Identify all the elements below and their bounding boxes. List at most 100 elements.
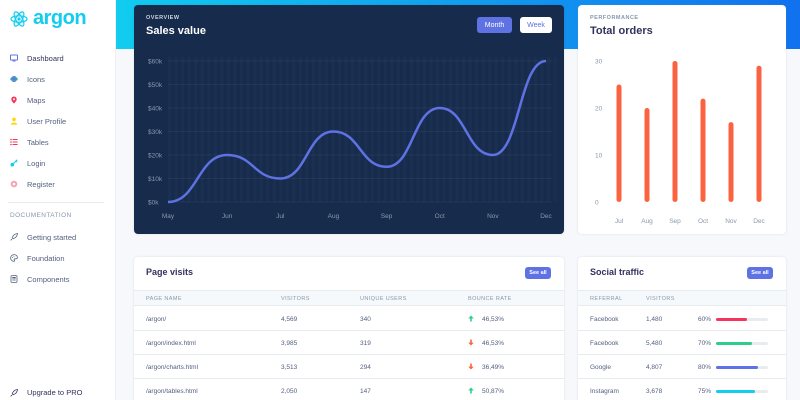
sidebar-item-getting-started[interactable]: Getting started (10, 229, 76, 245)
orders-bar-chart: 0 10 20 30 Jul Aug Sep Oct Nov Dec (595, 59, 766, 226)
sales-series-line (167, 59, 547, 204)
chart-stripe (475, 57, 478, 202)
tab-week[interactable]: Week (520, 17, 552, 33)
chart-stripe (292, 57, 295, 202)
x-tick-label: Aug (328, 213, 340, 220)
arrow-up-icon (468, 387, 474, 394)
planet-icon (10, 76, 18, 82)
sidebar-item-user-profile[interactable]: User Profile (10, 113, 66, 129)
column-header: UNIQUE USERS (360, 296, 407, 302)
x-tick-label: Sep (669, 218, 681, 225)
chart-stripe (188, 57, 191, 202)
table-row: /argon/4,569 340 46,53% (134, 307, 564, 331)
sidebar-item-label: Tables (27, 137, 49, 147)
sidebar-item-label: Register (27, 179, 55, 189)
sales-value-card: OVERVIEW Sales value Month Week $0k $10k $… (134, 5, 564, 234)
chart-stripe (553, 57, 556, 202)
progress-fill (716, 342, 753, 345)
chart-stripe (279, 57, 282, 202)
chart-stripe (325, 57, 328, 202)
column-header: BOUNCE RATE (468, 296, 512, 302)
order-bar (672, 61, 678, 202)
sidebar-item-label: Icons (27, 74, 45, 84)
sidebar-item-components[interactable]: Components (10, 271, 70, 287)
progress-bar (716, 390, 768, 393)
social-traffic-title: Social traffic (590, 267, 645, 277)
bounce-rate-cell: 46,53% (482, 316, 505, 323)
bounce-rate-cell: 50,87% (482, 388, 505, 395)
y-tick-label: 10 (595, 153, 603, 160)
y-tick-label: $0k (148, 200, 159, 207)
table-row: /argon/index.html 3,985 319 46,53% (134, 331, 564, 355)
page-name-cell: /argon/tables.html (146, 388, 198, 395)
chart-stripe (547, 57, 550, 202)
social-see-all-button[interactable]: See all (747, 267, 773, 279)
page-visits-see-all-button[interactable]: See all (525, 267, 551, 279)
sidebar-item-tables[interactable]: Tables (10, 134, 49, 150)
chart-stripe (305, 57, 308, 202)
y-tick-label: $60k (148, 59, 163, 66)
y-tick-label: 20 (595, 106, 603, 113)
sidebar-item-label: Dashboard (27, 53, 64, 63)
x-tick-label: Jul (276, 213, 285, 220)
x-tick-label: Nov (725, 218, 737, 225)
chart-stripe (318, 57, 321, 202)
x-tick-label: Oct (698, 218, 708, 225)
chart-stripe (371, 57, 374, 202)
sidebar-item-login[interactable]: Login (10, 155, 45, 171)
visitors-cell: 2,050 (281, 388, 298, 395)
x-tick-label: Dec (540, 213, 552, 220)
percent-cell: 75% (698, 388, 712, 395)
circle-icon (10, 180, 18, 188)
visitors-cell: 4,569 (281, 316, 298, 323)
chart-stripe (514, 57, 517, 202)
chart-stripe (220, 57, 223, 202)
sidebar-item-icons[interactable]: Icons (10, 71, 45, 87)
progress-fill (716, 390, 755, 393)
spaceship-icon (10, 388, 18, 397)
page-visits-title: Page visits (146, 267, 194, 277)
column-header: VISITORS (646, 296, 675, 302)
chart-stripe (233, 57, 236, 202)
chart-stripe (240, 57, 243, 202)
chart-stripe (175, 57, 178, 202)
table-row: /argon/charts.html 3,513 294 36,49% (134, 355, 564, 379)
progress-bar (716, 318, 768, 321)
chart-stripe (410, 57, 413, 202)
user-icon (10, 117, 18, 125)
bullet-list-icon (10, 138, 18, 146)
progress-fill (716, 366, 758, 369)
chart-stripe (181, 57, 184, 202)
column-header: VISITORS (281, 296, 310, 302)
y-tick-label: $10k (148, 176, 163, 183)
chart-stripe (384, 57, 387, 202)
y-tick-label: 30 (595, 59, 603, 66)
chart-stripe (442, 57, 445, 202)
chart-stripe (436, 57, 439, 202)
tab-month[interactable]: Month (477, 17, 512, 33)
sidebar-item-dashboard[interactable]: Dashboard (10, 50, 64, 66)
y-tick-label: $40k (148, 106, 163, 113)
chart-stripe (331, 57, 334, 202)
key-icon (10, 159, 18, 167)
chart-stripe (482, 57, 485, 202)
brand-logo[interactable]: argon (10, 7, 87, 30)
sidebar-item-register[interactable]: Register (10, 176, 55, 192)
sales-title: Sales value (146, 25, 206, 37)
brand-name: argon (33, 7, 87, 29)
y-tick-label: $30k (148, 129, 163, 136)
visitors-cell: 5,480 (646, 340, 663, 347)
x-tick-label: Sep (381, 213, 393, 220)
sidebar-item-maps[interactable]: Maps (10, 92, 45, 108)
orders-title: Total orders (590, 25, 653, 37)
chart-stripe (259, 57, 262, 202)
sidebar-item-label: Components (27, 274, 70, 284)
chart-stripe (390, 57, 393, 202)
sidebar-item-label: Maps (27, 95, 46, 105)
chart-stripe (246, 57, 249, 202)
progress-bar (716, 366, 768, 369)
sidebar-item-foundation[interactable]: Foundation (10, 250, 65, 266)
upgrade-to-pro-link[interactable]: Upgrade to PRO (10, 388, 82, 397)
sidebar-item-label: Login (27, 158, 46, 168)
chart-stripe (214, 57, 217, 202)
